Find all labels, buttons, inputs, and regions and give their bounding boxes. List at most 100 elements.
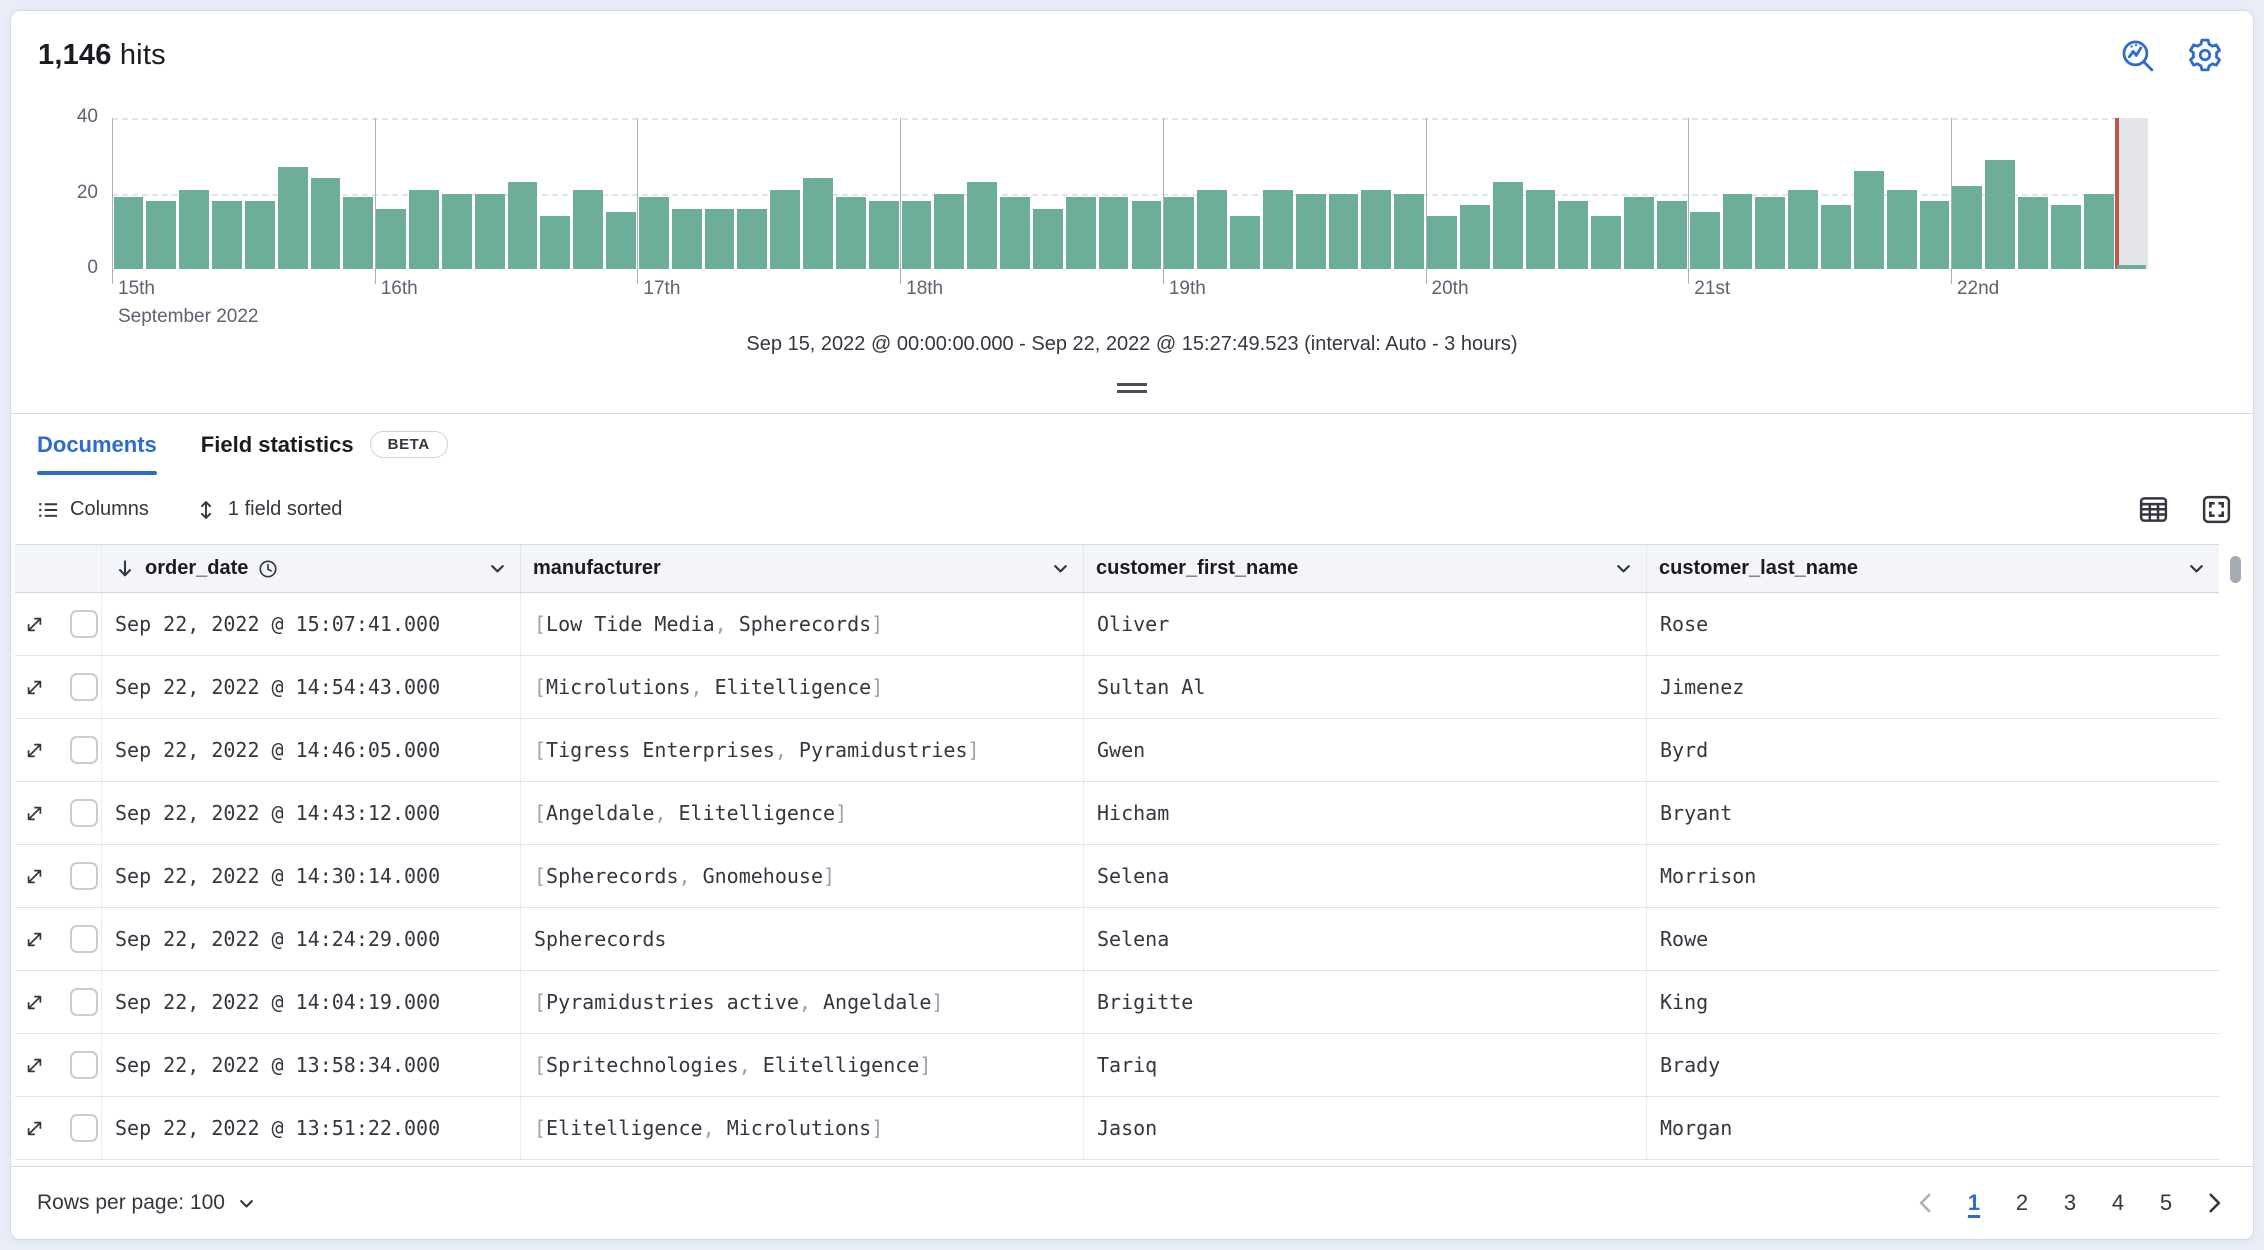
fullscreen-button[interactable] xyxy=(2200,493,2233,526)
column-header-customer_first_name[interactable]: customer_first_name xyxy=(1084,545,1647,592)
page-button-5[interactable]: 5 xyxy=(2149,1183,2183,1223)
column-header-customer_last_name[interactable]: customer_last_name xyxy=(1647,545,2219,592)
histogram-bar xyxy=(704,208,735,269)
expand-document-button[interactable] xyxy=(24,929,45,950)
column-header-manufacturer[interactable]: manufacturer xyxy=(521,545,1084,592)
inspect-button[interactable] xyxy=(2119,37,2155,73)
expand-document-button[interactable] xyxy=(24,992,45,1013)
histogram-bar xyxy=(2018,197,2048,269)
cell-order-date: Sep 22, 2022 @ 14:54:43.000 xyxy=(102,656,521,718)
select-document-checkbox[interactable] xyxy=(70,799,98,827)
select-document-checkbox[interactable] xyxy=(70,925,98,953)
histogram-bar xyxy=(967,182,998,269)
row-control-cell xyxy=(15,782,102,844)
expand-document-button[interactable] xyxy=(24,740,45,761)
histogram-bar xyxy=(1394,193,1425,269)
next-page-button[interactable] xyxy=(2197,1183,2231,1223)
histogram-bar xyxy=(474,193,505,269)
x-axis-tick-label: 19th xyxy=(1168,278,1206,299)
document-row: Sep 22, 2022 @ 14:30:14.000[Spherecords,… xyxy=(15,845,2219,908)
resize-handle-icon xyxy=(1117,383,1147,393)
cell-customer-first-name: Hicham xyxy=(1084,782,1647,844)
tab-documents[interactable]: Documents xyxy=(37,414,157,475)
row-control-cell xyxy=(15,593,102,655)
column-header-label: customer_last_name xyxy=(1659,557,1858,579)
expand-document-button[interactable] xyxy=(24,677,45,698)
page-button-4[interactable]: 4 xyxy=(2101,1183,2135,1223)
select-document-checkbox[interactable] xyxy=(70,610,98,638)
select-document-checkbox[interactable] xyxy=(70,1051,98,1079)
rows-per-page-button[interactable]: Rows per page: 100 xyxy=(37,1191,256,1215)
x-axis-day-gridline xyxy=(900,118,902,284)
histogram-bar xyxy=(1952,185,1983,269)
tab-field-statistics[interactable]: Field statistics BETA xyxy=(201,414,448,475)
cell-manufacturer: [Microlutions, Elitelligence] xyxy=(521,656,1084,718)
expand-icon xyxy=(27,932,42,946)
histogram-bar xyxy=(277,167,308,269)
select-document-checkbox[interactable] xyxy=(70,736,98,764)
row-control-cell xyxy=(15,845,102,907)
expand-document-button[interactable] xyxy=(24,1118,45,1139)
column-actions-chevron-icon xyxy=(2190,565,2203,573)
gear-icon xyxy=(2189,38,2221,72)
cell-customer-last-name: Bryant xyxy=(1660,801,1733,825)
select-document-checkbox[interactable] xyxy=(70,673,98,701)
select-document-checkbox[interactable] xyxy=(70,862,98,890)
row-control-cell xyxy=(15,1034,102,1096)
histogram-bar xyxy=(1788,189,1819,269)
previous-page-button[interactable] xyxy=(1909,1183,1943,1223)
cell-customer-first-name: Selena xyxy=(1084,908,1647,970)
row-control-cell xyxy=(15,908,102,970)
expand-document-button[interactable] xyxy=(24,803,45,824)
page-button-2[interactable]: 2 xyxy=(2005,1183,2039,1223)
expand-icon xyxy=(27,743,42,757)
expand-document-button[interactable] xyxy=(24,614,45,635)
histogram-bar xyxy=(1492,182,1523,269)
display-options-button[interactable] xyxy=(2137,493,2170,526)
cell-manufacturer: Spherecords xyxy=(521,908,1084,970)
histogram-resize-handle[interactable] xyxy=(11,383,2253,393)
row-control-cell xyxy=(15,656,102,718)
document-row: Sep 22, 2022 @ 14:24:29.000 Spherecords Se… xyxy=(15,908,2219,971)
histogram-bar xyxy=(1361,189,1392,269)
discover-results-panel: 1,146 hits xyxy=(10,10,2254,1240)
histogram-bar xyxy=(573,189,604,269)
tab-documents-label: Documents xyxy=(37,431,157,457)
grid-header-control-cell xyxy=(15,545,102,592)
columns-button[interactable]: Columns xyxy=(27,490,159,529)
cell-order-date: Sep 22, 2022 @ 14:46:05.000 xyxy=(102,719,521,781)
chart-settings-button[interactable] xyxy=(2187,37,2223,73)
expand-document-button[interactable] xyxy=(24,866,45,887)
hits-title: 1,146 hits xyxy=(38,39,166,72)
sort-fields-button[interactable]: 1 field sorted xyxy=(185,490,353,529)
select-document-checkbox[interactable] xyxy=(70,988,98,1016)
expand-icon xyxy=(27,680,42,694)
cell-customer-first-name: Tariq xyxy=(1084,1034,1647,1096)
fullscreen-icon xyxy=(2202,495,2231,524)
expand-document-button[interactable] xyxy=(24,1055,45,1076)
expand-icon xyxy=(27,617,42,631)
beta-badge: BETA xyxy=(369,431,448,458)
chevron-left-icon xyxy=(1919,1193,1931,1213)
x-axis-day-gridline xyxy=(112,118,113,284)
page-button-3[interactable]: 3 xyxy=(2053,1183,2087,1223)
document-row: Sep 22, 2022 @ 14:54:43.000[Microlutions… xyxy=(15,656,2219,719)
inspect-icon xyxy=(2122,40,2154,72)
histogram-bar xyxy=(540,216,571,269)
page-button-1[interactable]: 1 xyxy=(1957,1183,1991,1223)
histogram-bar xyxy=(1985,159,2016,269)
histogram-plot[interactable]: 40 20 0 15th September 2022 16th 17th 18th 19th 2… xyxy=(77,106,2148,327)
histogram-bar xyxy=(310,178,341,269)
row-control-cell xyxy=(15,1097,102,1159)
column-header-order_date[interactable]: order_date xyxy=(102,545,521,592)
select-document-checkbox[interactable] xyxy=(70,1114,98,1142)
hits-header: 1,146 hits xyxy=(38,33,2223,77)
histogram-bar xyxy=(1821,204,1851,269)
vertical-scrollbar-thumb[interactable] xyxy=(2230,556,2241,583)
documents-grid: order_date manufacturer customer_first_nam… xyxy=(15,544,2219,1160)
hits-word: hits xyxy=(119,38,166,71)
cell-manufacturer: [Spherecords, Gnomehouse] xyxy=(521,845,1084,907)
row-control-cell xyxy=(15,971,102,1033)
x-axis-tick-label: 21st xyxy=(1694,278,1731,299)
